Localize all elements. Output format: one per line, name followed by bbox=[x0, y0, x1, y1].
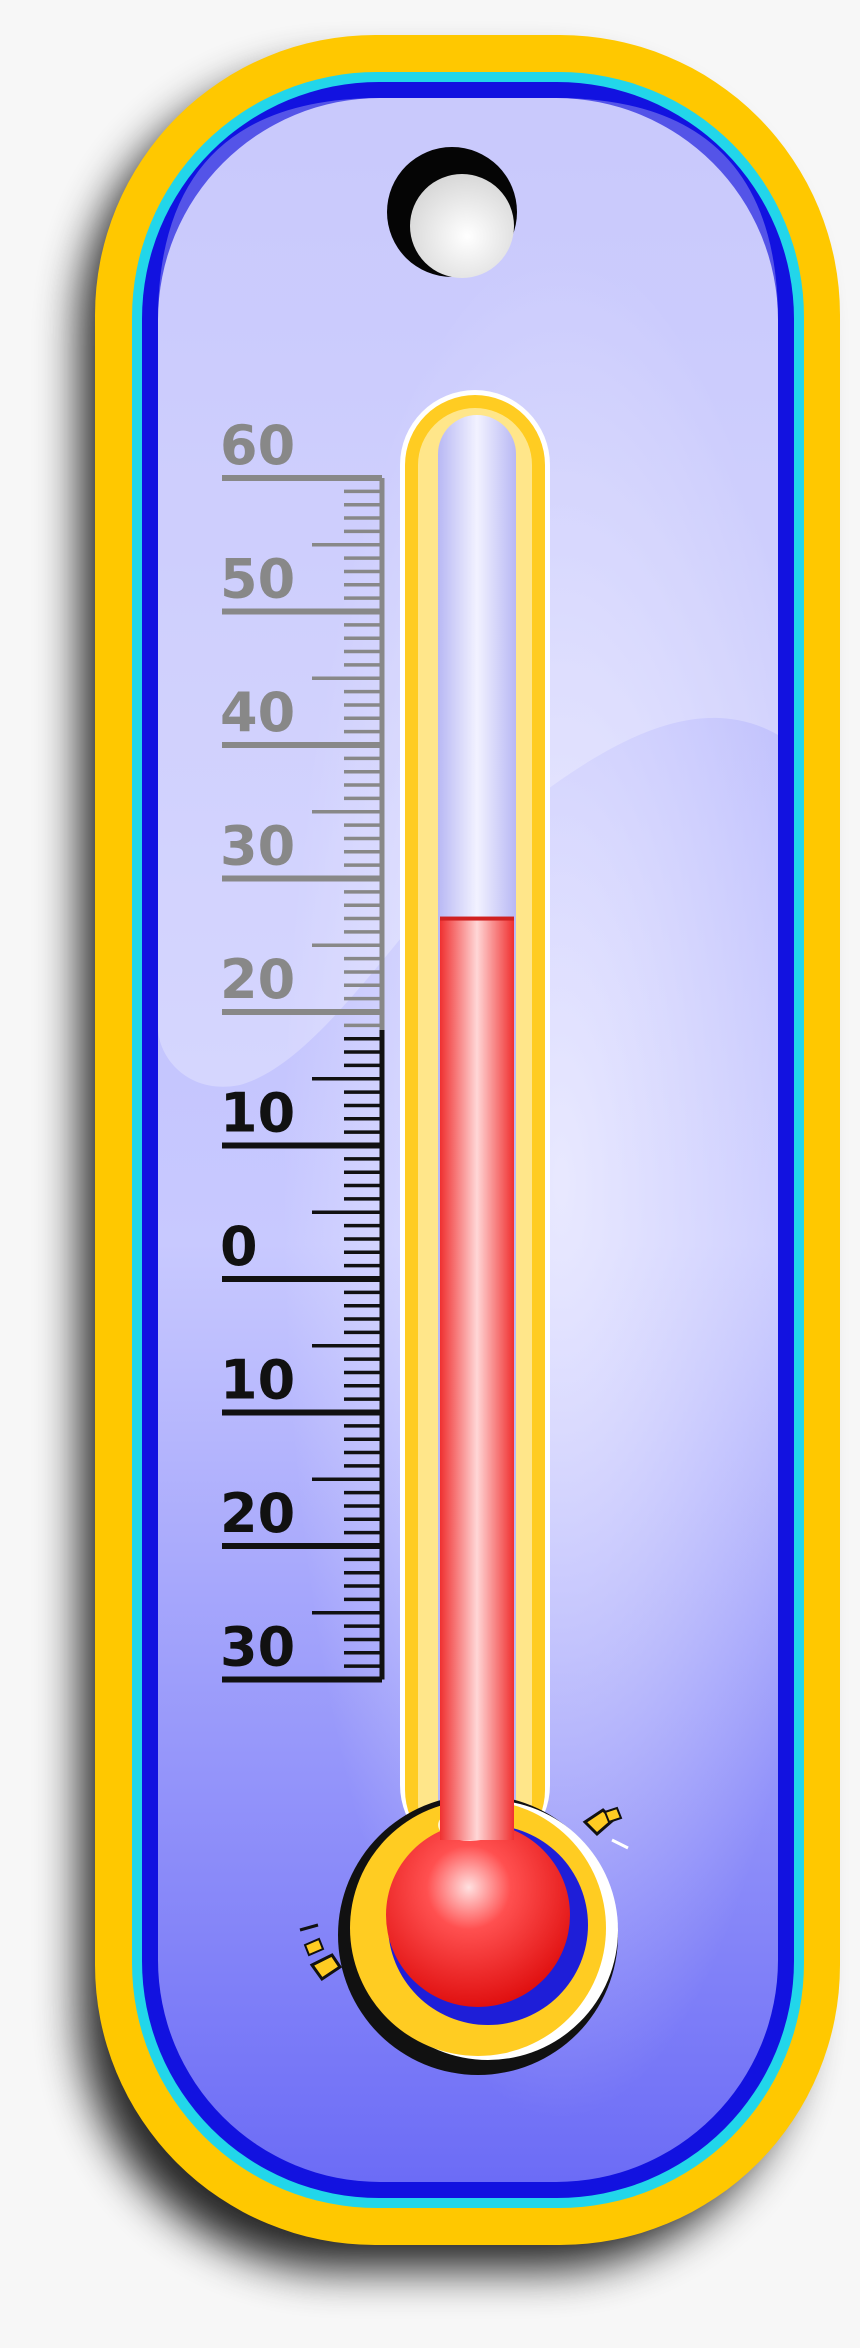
scale-label: 30 bbox=[220, 1616, 295, 1679]
bulb-mercury bbox=[386, 1823, 570, 2007]
scale-label: 60 bbox=[220, 414, 295, 477]
scale-label: 40 bbox=[220, 681, 295, 744]
scale-label: 10 bbox=[220, 1349, 295, 1412]
scale-label: 30 bbox=[220, 815, 295, 878]
mercury-column bbox=[440, 918, 514, 1840]
scale-label: 20 bbox=[220, 1482, 295, 1545]
scale-label: 0 bbox=[220, 1215, 258, 1278]
scale-label: 50 bbox=[220, 548, 295, 611]
scale-label: 20 bbox=[220, 948, 295, 1011]
scale-label: 10 bbox=[220, 1082, 295, 1145]
hanging-hole bbox=[387, 147, 517, 278]
bulb bbox=[338, 1795, 618, 2075]
temperature-scale: 60 50 40 30 20 10 0 10 20 30 bbox=[220, 414, 385, 1683]
sparkle-left bbox=[299, 1923, 343, 1982]
mercury-level-line bbox=[440, 916, 514, 921]
sparkle-right bbox=[582, 1806, 629, 1850]
